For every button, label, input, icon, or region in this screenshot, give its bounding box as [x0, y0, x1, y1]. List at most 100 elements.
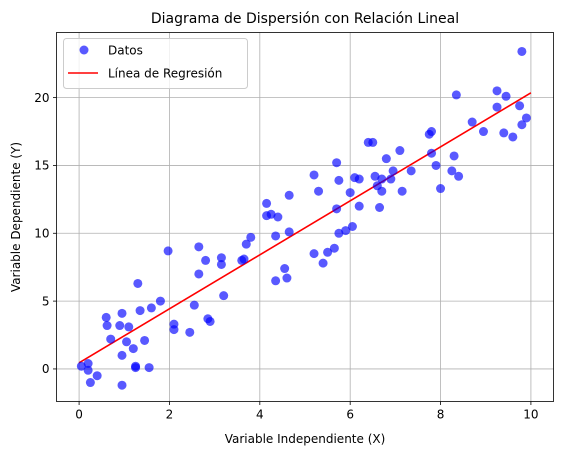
data-point: [106, 334, 116, 344]
data-point: [284, 190, 294, 200]
data-point: [284, 227, 294, 237]
data-point: [427, 127, 437, 137]
data-point: [354, 174, 364, 184]
data-point: [395, 146, 405, 156]
data-point: [368, 137, 378, 147]
data-point: [135, 306, 145, 316]
data-point: [282, 273, 292, 283]
x-axis-label: Variable Independiente (X): [225, 432, 386, 446]
data-point: [449, 151, 459, 161]
x-axis: 0 2 4 6 8 10: [75, 401, 539, 422]
data-point: [354, 201, 364, 211]
data-point: [155, 296, 165, 306]
data-point: [341, 226, 351, 236]
legend-label-regresion: Línea de Regresión: [108, 67, 222, 81]
legend: Datos Línea de Regresión: [63, 38, 248, 89]
legend-box: [63, 38, 248, 89]
legend-marker-datos: [79, 45, 89, 55]
regression-line-layer: [78, 92, 532, 364]
data-point: [241, 239, 251, 249]
data-point: [92, 371, 102, 381]
data-point: [133, 278, 143, 288]
data-point: [345, 188, 355, 198]
data-point: [262, 198, 272, 208]
x-tick-label: 6: [346, 408, 354, 422]
x-tick-label: 2: [166, 408, 174, 422]
data-point: [388, 166, 398, 176]
y-axis: 0 5 10 15 20: [34, 91, 57, 376]
data-point: [216, 253, 226, 263]
data-point: [492, 102, 502, 112]
data-point: [201, 255, 211, 265]
data-point: [185, 327, 195, 337]
data-point: [467, 117, 477, 127]
data-point: [478, 127, 488, 137]
x-tick-label: 0: [75, 408, 83, 422]
data-point: [163, 246, 173, 256]
data-point: [334, 175, 344, 185]
data-point: [406, 166, 416, 176]
data-point: [386, 174, 396, 184]
chart-title: Diagrama de Dispersión con Relación Line…: [151, 11, 459, 27]
data-point: [492, 86, 502, 96]
data-point: [266, 209, 276, 219]
legend-label-datos: Datos: [108, 44, 143, 58]
data-point: [140, 335, 150, 345]
y-tick-label: 10: [34, 227, 49, 241]
data-point: [194, 242, 204, 252]
data-point: [169, 325, 179, 335]
data-point: [431, 160, 441, 170]
data-point: [309, 170, 319, 180]
data-point: [334, 228, 344, 238]
y-tick-label: 20: [34, 91, 49, 105]
data-point: [216, 259, 226, 269]
data-point: [318, 258, 328, 268]
data-point: [515, 101, 525, 111]
data-point: [347, 221, 357, 231]
data-point: [381, 154, 391, 164]
data-point: [329, 243, 339, 253]
y-tick-label: 15: [34, 159, 49, 173]
y-tick-label: 0: [42, 362, 50, 376]
data-point: [332, 158, 342, 168]
data-point: [131, 363, 141, 373]
data-point: [451, 90, 461, 100]
data-point: [189, 300, 199, 310]
data-point: [101, 312, 111, 322]
data-point: [194, 269, 204, 279]
data-point: [375, 203, 385, 213]
data-point: [102, 321, 112, 331]
data-point: [323, 247, 333, 257]
data-point: [124, 322, 134, 332]
data-point: [239, 254, 249, 264]
data-point: [271, 276, 281, 286]
y-tick-label: 5: [42, 294, 50, 308]
data-point: [146, 303, 156, 313]
data-point: [76, 361, 86, 371]
plot-area-frame: [56, 32, 554, 402]
data-point: [85, 378, 95, 388]
x-tick-label: 4: [256, 408, 264, 422]
data-point: [436, 184, 446, 194]
data-point: [501, 91, 511, 101]
data-point: [122, 337, 132, 347]
data-point: [309, 249, 319, 259]
data-point: [397, 186, 407, 196]
data-point: [447, 166, 457, 176]
data-point: [332, 204, 342, 214]
data-point: [117, 350, 127, 360]
data-point: [517, 120, 527, 130]
data-point: [219, 291, 229, 301]
data-point: [314, 186, 324, 196]
data-point: [280, 264, 290, 274]
data-point: [370, 171, 380, 181]
data-point: [517, 46, 527, 56]
data-point: [454, 171, 464, 181]
data-points-layer: [76, 46, 531, 390]
data-point: [521, 113, 531, 123]
data-point: [83, 359, 93, 369]
data-point: [117, 380, 127, 390]
data-point: [144, 363, 154, 373]
data-point: [117, 308, 127, 318]
